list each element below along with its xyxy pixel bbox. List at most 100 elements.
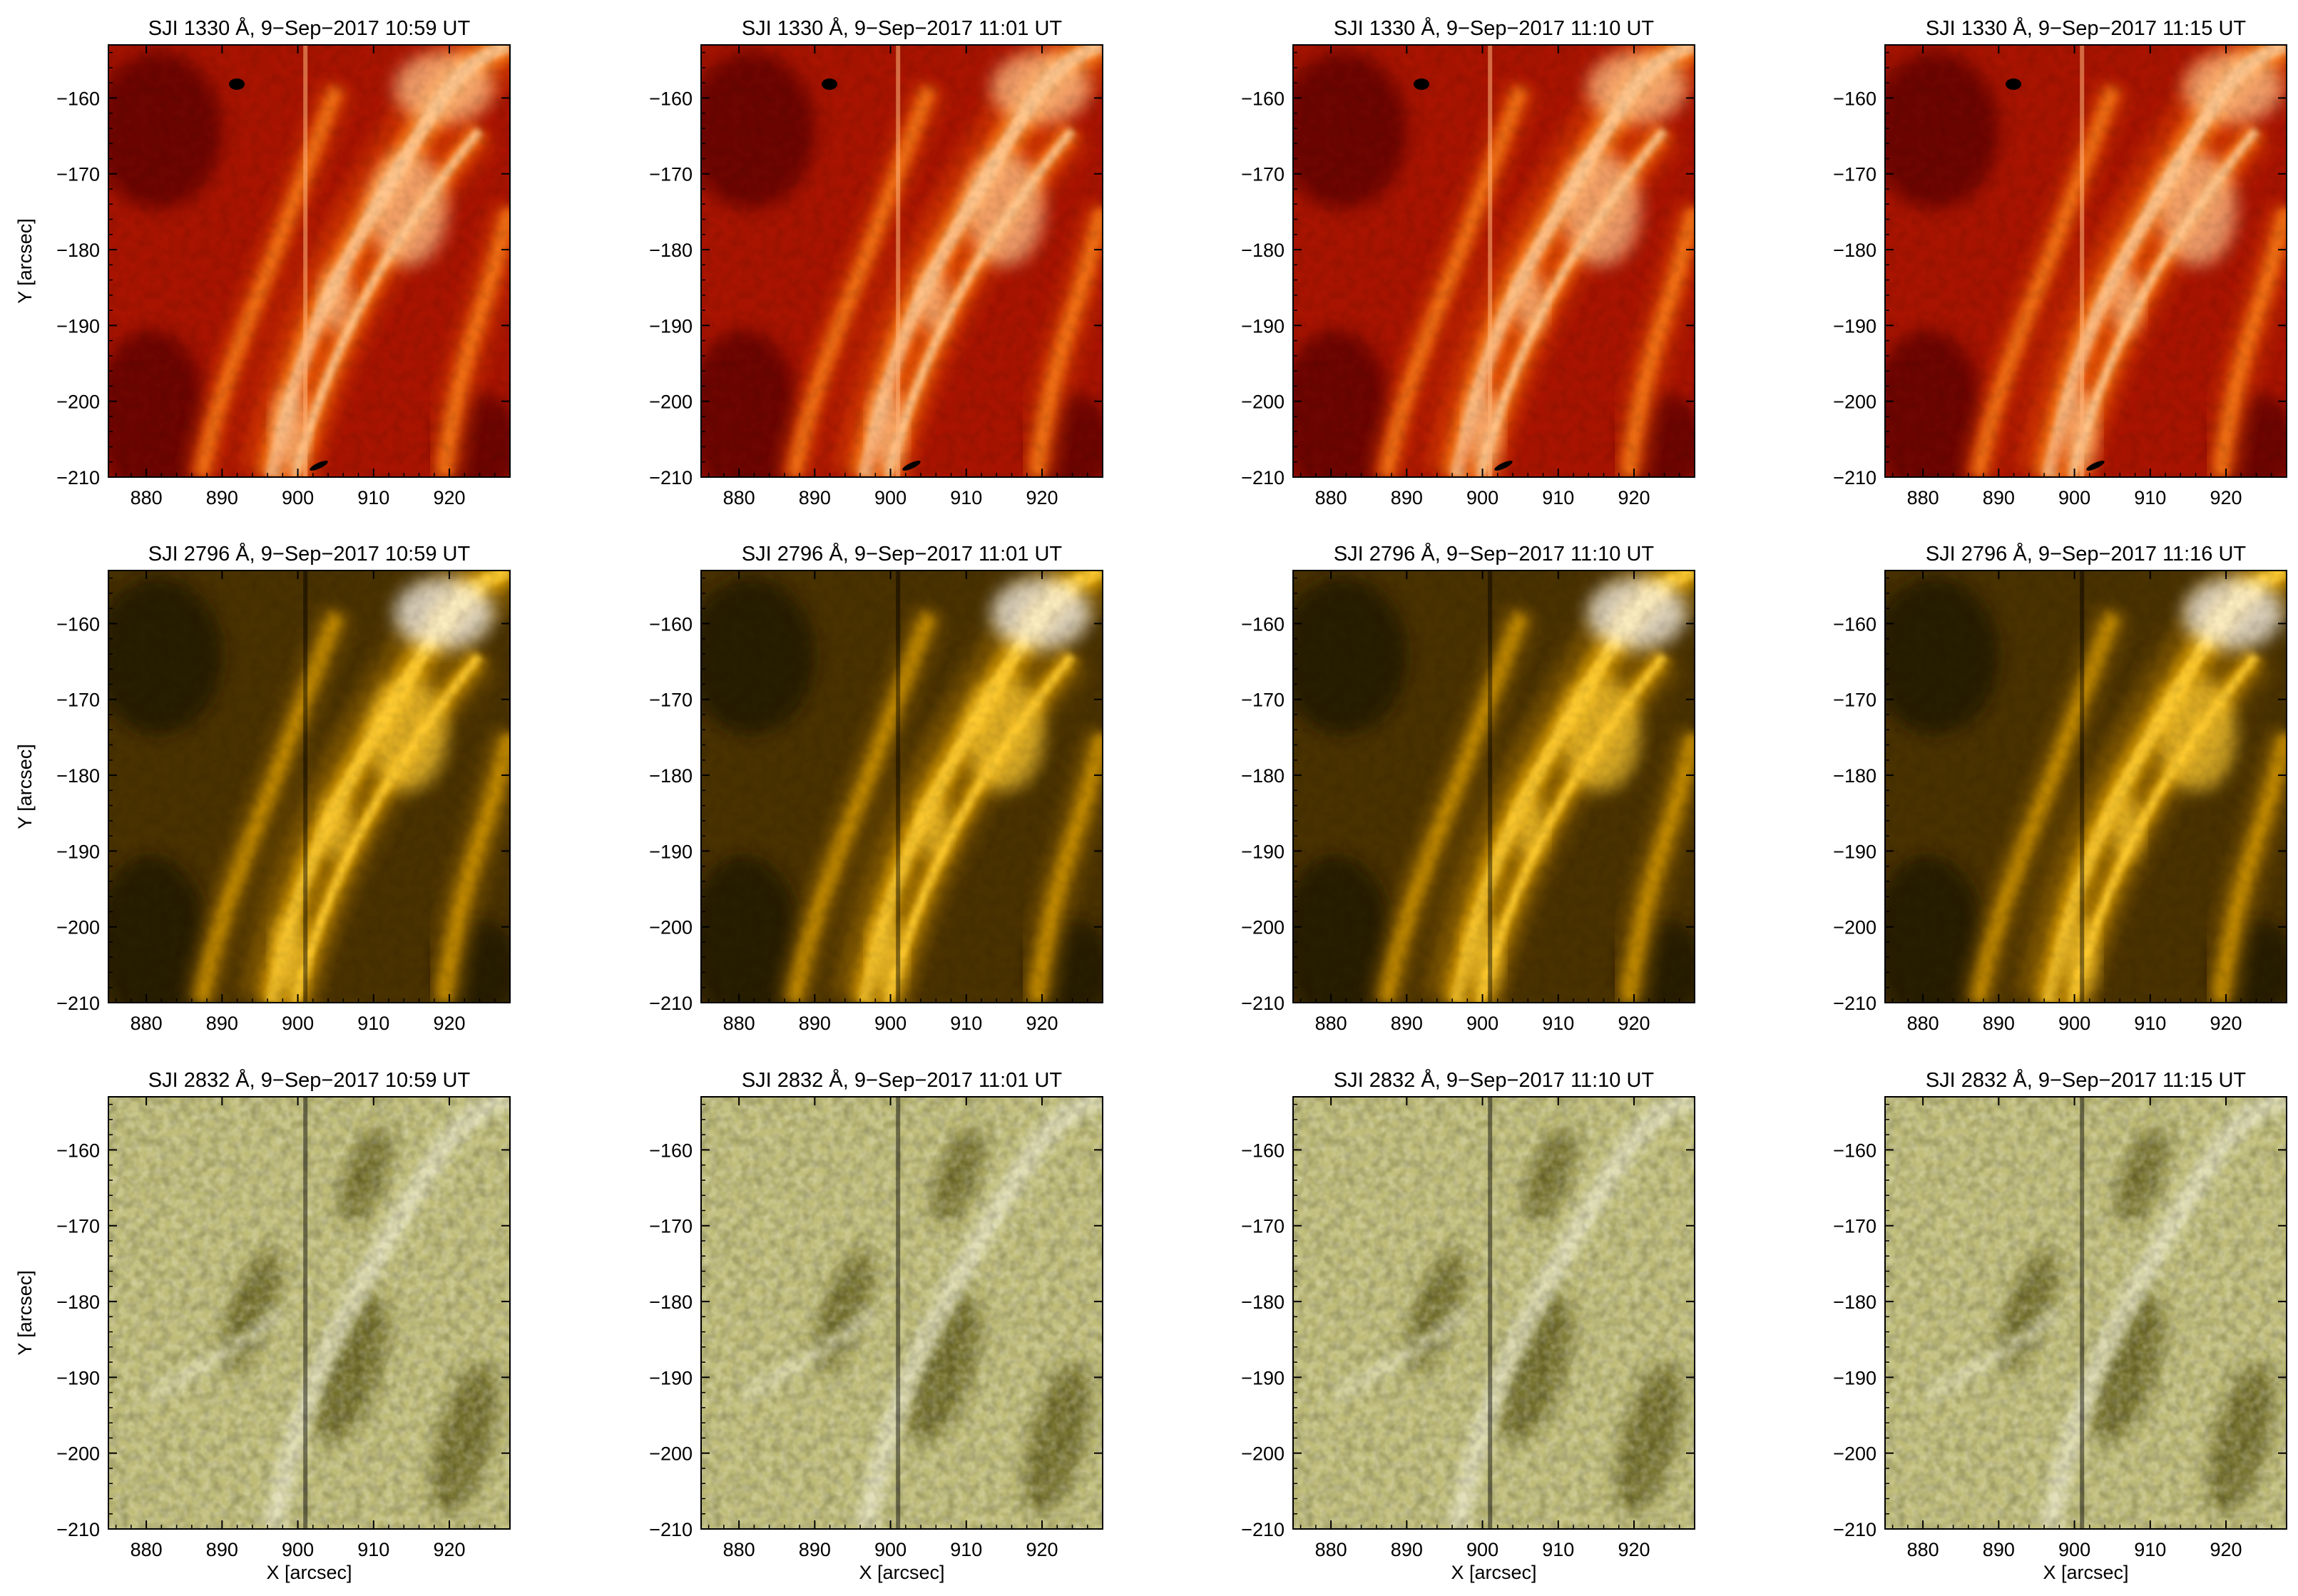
y-tick-label: −160 [1833, 1140, 1876, 1161]
x-tick-label: 890 [1391, 1013, 1423, 1034]
x-tick-label: 900 [1466, 1013, 1498, 1034]
x-tick-label: 920 [2210, 1013, 2242, 1034]
y-tick-label: −180 [56, 240, 100, 261]
y-tick-label: −190 [1833, 1367, 1876, 1388]
y-tick-label: −160 [1833, 613, 1876, 635]
panel-title: SJI 1330 Å, 9−Sep−2017 11:10 UT [1334, 16, 1655, 40]
y-tick-label: −170 [1241, 1216, 1285, 1237]
x-axis-label: X [arcsec] [859, 1562, 944, 1583]
x-tick-label: 890 [1391, 1539, 1423, 1560]
y-tick-label: −160 [1833, 88, 1876, 109]
y-tick-label: −160 [56, 1140, 100, 1161]
panel-r1-c2: SJI 1330 Å, 9−Sep−2017 11:01 UT 880 890 900… [649, 16, 1103, 508]
plot-frame [1884, 1096, 2287, 1530]
y-tick-label: −170 [649, 164, 693, 185]
solar-image [108, 1097, 510, 1529]
x-tick-label: 890 [206, 1013, 238, 1034]
plot-frame [1292, 570, 1695, 1003]
y-tick-label: −200 [1833, 1443, 1876, 1465]
plot-frame [700, 1096, 1103, 1530]
x-tick-label: 890 [206, 1539, 238, 1560]
plot-frame [108, 44, 511, 478]
y-tick-label: −210 [649, 993, 693, 1014]
x-tick-label: 910 [357, 487, 389, 508]
x-tick-label: 920 [1026, 1539, 1058, 1560]
x-tick-label: 900 [874, 1013, 907, 1034]
x-tick-label: 880 [723, 487, 755, 508]
y-tick-label: −180 [649, 240, 693, 261]
x-tick-label: 910 [950, 1539, 982, 1560]
x-tick-label: 880 [131, 1013, 163, 1034]
x-tick-label: 920 [2210, 487, 2242, 508]
y-tick-label: −190 [649, 315, 693, 337]
solar-image [1293, 571, 1695, 1003]
solar-image [1885, 45, 2287, 477]
y-tick-label: −170 [56, 690, 100, 711]
x-tick-label: 880 [1315, 1539, 1347, 1560]
x-tick-label: 920 [1026, 487, 1058, 508]
panel-title: SJI 2832 Å, 9−Sep−2017 11:01 UT [742, 1068, 1063, 1092]
y-tick-label: −180 [1833, 765, 1876, 787]
y-tick-label: −170 [1241, 690, 1285, 711]
panel-title: SJI 1330 Å, 9−Sep−2017 11:15 UT [1926, 16, 2247, 40]
y-tick-label: −190 [649, 841, 693, 862]
panel-title: SJI 1330 Å, 9−Sep−2017 10:59 UT [148, 16, 471, 40]
y-tick-label: −200 [649, 1443, 693, 1465]
y-tick-label: −200 [649, 917, 693, 938]
y-tick-label: −170 [1833, 690, 1876, 711]
y-tick-label: −170 [1833, 1216, 1876, 1237]
y-tick-label: −170 [649, 690, 693, 711]
panel-r1-c1: SJI 1330 Å, 9−Sep−2017 10:59 UT 880 890 900… [14, 16, 511, 508]
solar-image [1293, 1097, 1695, 1529]
y-tick-label: −180 [56, 1291, 100, 1313]
x-tick-label: 900 [2058, 1539, 2090, 1560]
y-tick-label: −190 [1241, 1367, 1285, 1388]
x-tick-label: 900 [1466, 487, 1498, 508]
solar-image [1885, 571, 2287, 1003]
plot-frame [700, 570, 1103, 1003]
x-tick-label: 900 [2058, 1013, 2090, 1034]
panel-r3-c2: SJI 2832 Å, 9−Sep−2017 11:01 UT 880 890 900… [649, 1068, 1103, 1583]
plot-frame [1884, 44, 2287, 478]
y-tick-label: −170 [1833, 164, 1876, 185]
x-tick-label: 900 [282, 487, 314, 508]
x-tick-label: 910 [950, 1013, 982, 1034]
plot-frame [108, 570, 511, 1003]
x-tick-label: 880 [723, 1539, 755, 1560]
y-axis-label: Y [arcsec] [14, 218, 36, 304]
panel-title: SJI 2832 Å, 9−Sep−2017 11:15 UT [1926, 1068, 2247, 1092]
x-tick-label: 880 [131, 487, 163, 508]
x-tick-label: 920 [433, 1539, 465, 1560]
y-tick-label: −160 [649, 1140, 693, 1161]
y-tick-label: −210 [1241, 1519, 1285, 1540]
y-tick-label: −170 [56, 164, 100, 185]
plot-frame [108, 1096, 511, 1530]
x-tick-label: 910 [357, 1539, 389, 1560]
x-tick-label: 910 [2134, 487, 2166, 508]
panel-title: SJI 2832 Å, 9−Sep−2017 10:59 UT [148, 1068, 471, 1092]
y-tick-label: −190 [56, 841, 100, 862]
x-tick-label: 920 [1618, 487, 1650, 508]
solar-image [701, 45, 1103, 477]
solar-image [1885, 1097, 2287, 1529]
panel-r2-c4: SJI 2796 Å, 9−Sep−2017 11:16 UT 880 890 900… [1833, 542, 2287, 1034]
y-tick-label: −200 [56, 392, 100, 413]
y-tick-label: −170 [649, 1216, 693, 1237]
x-tick-label: 900 [874, 487, 907, 508]
plot-frame [1884, 570, 2287, 1003]
y-tick-label: −190 [1833, 315, 1876, 337]
solar-image [1293, 45, 1695, 477]
panel-title: SJI 2796 Å, 9−Sep−2017 11:16 UT [1926, 542, 2247, 566]
x-tick-label: 880 [1907, 1539, 1939, 1560]
y-tick-label: −190 [1241, 841, 1285, 862]
panel-title: SJI 2796 Å, 9−Sep−2017 11:10 UT [1334, 542, 1655, 566]
y-tick-label: −180 [56, 765, 100, 787]
y-tick-label: −210 [1833, 1519, 1876, 1540]
x-tick-label: 880 [1907, 487, 1939, 508]
y-tick-label: −160 [56, 613, 100, 635]
x-tick-label: 900 [874, 1539, 907, 1560]
x-tick-label: 920 [2210, 1539, 2242, 1560]
x-tick-label: 880 [131, 1539, 163, 1560]
x-tick-label: 880 [723, 1013, 755, 1034]
y-tick-label: −200 [56, 1443, 100, 1465]
